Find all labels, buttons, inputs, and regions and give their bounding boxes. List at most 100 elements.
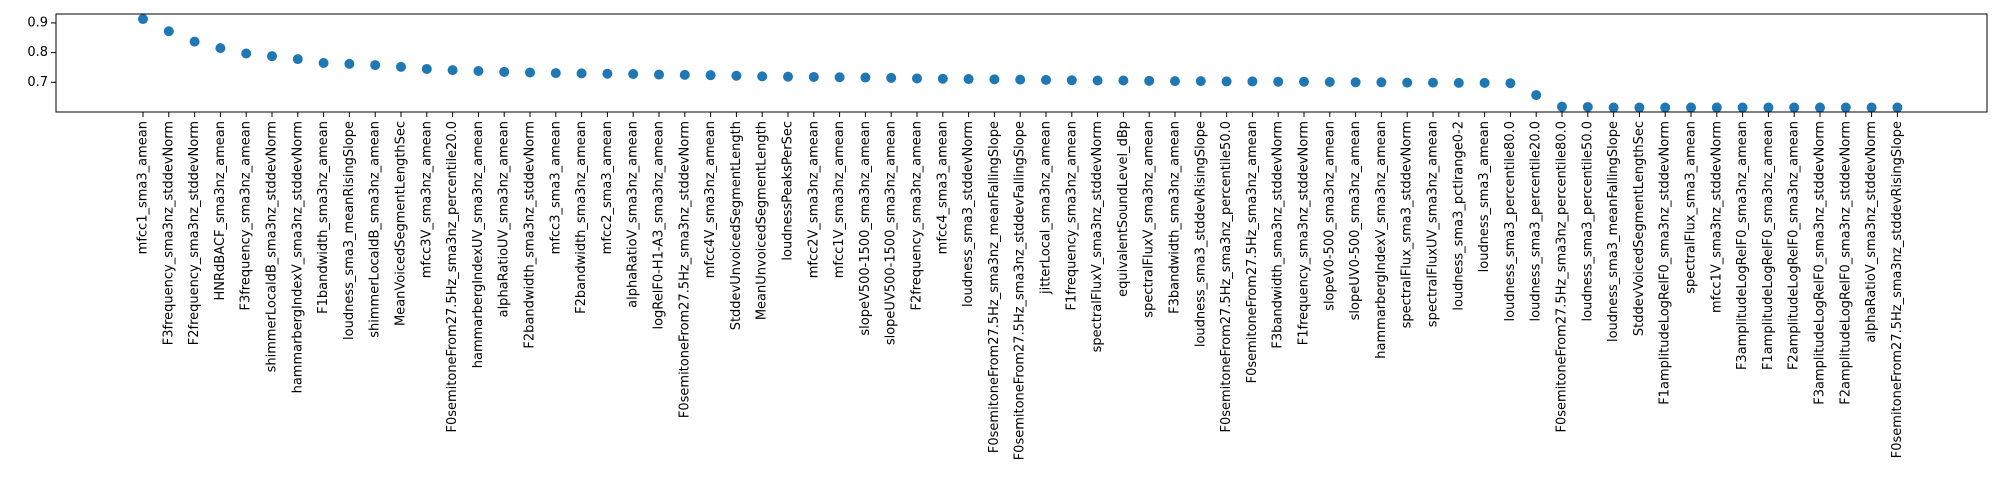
x-tick-label: F2bandwidth_sma3nz_stddevNorm — [523, 121, 538, 349]
data-point — [860, 72, 871, 83]
data-point — [783, 71, 793, 82]
x-tick-label: F0semitoneFrom27.5Hz_sma3nz_stddevRising… — [1890, 121, 1905, 458]
data-point — [163, 26, 174, 37]
data-point — [731, 70, 742, 81]
data-point — [628, 68, 639, 79]
data-point — [1866, 102, 1877, 113]
data-point — [1840, 102, 1851, 113]
x-tick-label: F0semitoneFrom27.5Hz_sma3nz_stddevNorm — [677, 121, 692, 418]
x-tick-label: loudness_sma3_amean — [1477, 121, 1492, 272]
data-point — [241, 48, 252, 59]
data-point — [912, 73, 922, 84]
data-point — [576, 68, 587, 79]
x-tick-label: F2frequency_sma3nz_stddevNorm — [187, 121, 202, 345]
data-point — [834, 72, 845, 83]
x-tick-label: MeanVoicedSegmentLengthSec — [394, 121, 409, 326]
x-tick-label: logRelF0-H1-A3_sma3nz_amean — [652, 121, 667, 330]
data-point — [1376, 77, 1387, 88]
y-tick-label: 0.9 — [27, 15, 48, 30]
x-tick-label: mfcc1_sma3_amean — [136, 121, 151, 254]
x-tick-label: loudness_sma3_meanRisingSlope — [342, 121, 357, 340]
data-point — [215, 43, 226, 54]
data-point — [1660, 102, 1671, 113]
data-point — [1686, 102, 1696, 113]
x-tick-label: F2amplitudeLogRelF0_sma3nz_amean — [1787, 121, 1802, 370]
x-tick-label: mfcc1V_sma3nz_stddevNorm — [1709, 121, 1724, 313]
x-tick-label: HNRdBACF_sma3nz_amean — [213, 121, 228, 301]
data-point — [1402, 77, 1413, 88]
x-tick-label: mfcc2_sma3_amean — [600, 121, 615, 254]
data-point — [1299, 76, 1309, 87]
x-tick-label: MeanUnvoicedSegmentLength — [755, 121, 770, 320]
x-tick-label: mfcc2V_sma3nz_amean — [806, 121, 821, 278]
x-tick-label: F3frequency_sma3nz_stddevNorm — [161, 121, 176, 345]
x-tick-label: loudnessPeaksPerSec — [781, 121, 796, 261]
data-point — [447, 65, 458, 76]
x-tick-label: F3frequency_sma3nz_amean — [239, 121, 254, 311]
x-tick-label: StddevVoicedSegmentLengthSec — [1632, 121, 1647, 336]
x-tick-label: loudness_sma3_stddevRisingSlope — [1193, 121, 1208, 347]
x-tick-label: loudness_sma3_meanFallingSlope — [1606, 121, 1621, 342]
data-point — [550, 68, 561, 79]
x-tick-label: equivalentSoundLevel_dBp — [1116, 121, 1131, 297]
y-axis: 0.7 0.8 0.9 — [27, 15, 56, 90]
x-tick-label: mfcc4V_sma3nz_amean — [703, 121, 718, 278]
data-point — [1092, 75, 1103, 86]
x-tick-label: F3amplitudeLogRelF0_sma3nz_amean — [1735, 121, 1750, 370]
y-tick-label: 0.8 — [27, 45, 48, 60]
x-tick-label: mfcc4_sma3_amean — [935, 121, 950, 254]
data-point — [1557, 101, 1567, 112]
data-point — [473, 66, 484, 77]
x-tick-label: slopeV500-1500_sma3nz_amean — [858, 121, 873, 336]
x-tick-label: F1frequency_sma3nz_stddevNorm — [1297, 121, 1312, 345]
x-tick-label: F0semitoneFrom27.5Hz_sma3nz_percentile20… — [445, 121, 460, 433]
x-tick-label: loudness_sma3_percentile80.0 — [1503, 121, 1518, 321]
x-tick-label: alphaRatioV_sma3nz_stddevNorm — [1864, 121, 1879, 343]
data-point — [757, 71, 768, 82]
data-point — [1195, 76, 1206, 87]
x-tick-label: jitterLocal_sma3nz_amean — [1039, 121, 1054, 295]
x-tick-label: spectralFlux_sma3_amean — [1684, 121, 1699, 294]
data-point — [1582, 101, 1593, 112]
data-points — [138, 14, 1903, 113]
data-point — [1789, 102, 1800, 113]
data-point — [1531, 90, 1542, 101]
data-point — [1711, 102, 1722, 113]
data-point — [1815, 102, 1825, 113]
data-point — [808, 71, 819, 82]
x-tick-label: loudness_sma3_percentile50.0 — [1580, 121, 1595, 321]
x-tick-label: F0semitoneFrom27.5Hz_sma3nz_amean — [1245, 121, 1260, 383]
x-tick-label: StddevUnvoicedSegmentLength — [729, 121, 744, 330]
x-tick-label: alphaRatioUV_sma3nz_amean — [497, 121, 512, 317]
x-tick-label: mfcc3V_sma3nz_amean — [419, 121, 434, 278]
data-point — [1350, 77, 1361, 88]
data-point — [1479, 77, 1490, 88]
data-point — [1144, 75, 1155, 86]
data-point — [370, 60, 381, 71]
x-axis: mfcc1_sma3_amean F3frequency_sma3nz_stdde… — [136, 112, 1905, 460]
data-point — [1737, 102, 1748, 113]
data-point — [1428, 77, 1438, 88]
x-tick-label: mfcc1V_sma3nz_amean — [832, 121, 847, 278]
x-tick-label: loudness_sma3_stddevNorm — [961, 121, 976, 307]
data-point — [937, 73, 948, 84]
x-tick-label: F0semitoneFrom27.5Hz_sma3nz_meanFallingS… — [987, 121, 1002, 453]
x-tick-label: spectralFlux_sma3_stddevNorm — [1400, 121, 1415, 328]
data-point — [525, 67, 535, 78]
data-point — [1453, 77, 1464, 88]
data-point — [1505, 78, 1516, 89]
data-point — [1892, 102, 1903, 113]
data-point — [1247, 76, 1258, 87]
plot-frame — [55, 13, 1988, 113]
data-point — [1118, 75, 1129, 86]
x-tick-label: hammarbergIndexV_sma3nz_amean — [1374, 121, 1389, 359]
x-tick-label: alphaRatioV_sma3nz_amean — [626, 121, 641, 308]
data-point — [1221, 76, 1232, 87]
data-point — [1608, 102, 1619, 113]
x-tick-label: spectralFluxV_sma3nz_amean — [1142, 121, 1157, 318]
data-point — [654, 69, 664, 80]
x-tick-label: F0semitoneFrom27.5Hz_sma3nz_percentile80… — [1555, 121, 1570, 433]
data-point — [886, 72, 897, 83]
x-tick-label: F1amplitudeLogRelF0_sma3nz_amean — [1761, 121, 1776, 370]
x-tick-label: F1bandwidth_sma3nz_amean — [316, 121, 331, 314]
